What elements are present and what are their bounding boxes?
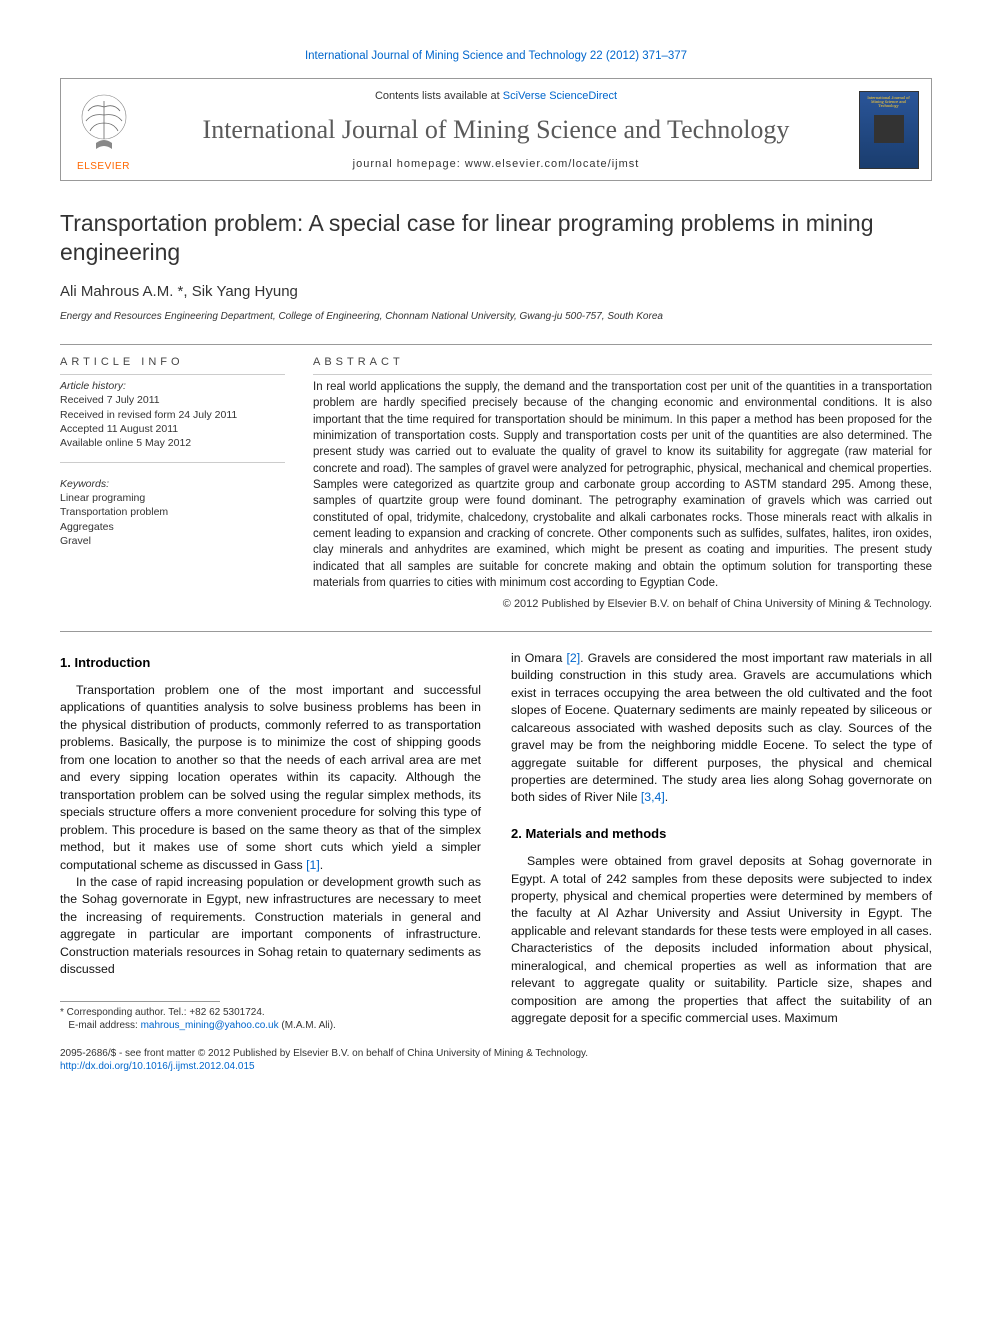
abstract-text: In real world applications the supply, t…: [313, 379, 932, 591]
contents-available-line: Contents lists available at SciVerse Sci…: [154, 89, 838, 104]
article-history-block: Article history: Received 7 July 2011 Re…: [60, 379, 285, 548]
history-label: Article history:: [60, 380, 126, 392]
corresponding-author-footnote: * Corresponding author. Tel.: +82 62 530…: [60, 1006, 481, 1033]
affiliation-line: Energy and Resources Engineering Departm…: [60, 310, 932, 324]
paragraph-text: In the case of rapid increasing populati…: [60, 874, 481, 979]
reference-link[interactable]: [1]: [306, 858, 320, 872]
keyword: Aggregates: [60, 521, 114, 533]
divider: [60, 374, 285, 375]
paragraph-text: .: [320, 858, 323, 872]
keywords-label: Keywords:: [60, 477, 285, 491]
online-date: Available online 5 May 2012: [60, 437, 191, 449]
corresponding-email-link[interactable]: mahrous_mining@yahoo.co.uk: [141, 1020, 279, 1031]
divider: [60, 344, 932, 345]
divider: [60, 462, 285, 463]
corresponding-line: * Corresponding author. Tel.: +82 62 530…: [60, 1007, 265, 1018]
sciencedirect-link[interactable]: SciVerse ScienceDirect: [503, 90, 617, 102]
journal-citation-link[interactable]: International Journal of Mining Science …: [60, 48, 932, 64]
article-info-column: ARTICLE INFO Article history: Received 7…: [60, 355, 285, 613]
journal-header-box: ELSEVIER Contents lists available at Sci…: [60, 78, 932, 181]
body-paragraph: Samples were obtained from gravel deposi…: [511, 853, 932, 1028]
email-label: E-mail address:: [68, 1020, 140, 1031]
body-paragraph: in Omara [2]. Gravels are considered the…: [511, 650, 932, 807]
doi-link[interactable]: http://dx.doi.org/10.1016/j.ijmst.2012.0…: [60, 1061, 255, 1072]
copyright-line: © 2012 Published by Elsevier B.V. on beh…: [313, 597, 932, 612]
divider: [60, 631, 932, 632]
body-paragraph: Transportation problem one of the most i…: [60, 682, 481, 979]
elsevier-label: ELSEVIER: [77, 160, 130, 174]
authors-line: Ali Mahrous A.M. *, Sik Yang Hyung: [60, 281, 932, 302]
cover-image-placeholder: [874, 115, 904, 143]
journal-name: International Journal of Mining Science …: [154, 112, 838, 148]
divider: [313, 374, 932, 375]
revised-date: Received in revised form 24 July 2011: [60, 409, 237, 421]
keyword: Linear programing: [60, 492, 145, 504]
section-heading: 1. Introduction: [60, 654, 481, 672]
journal-cover-thumbnail: International Journal of Mining Science …: [859, 91, 919, 169]
cover-title-text: International Journal of Mining Science …: [862, 96, 916, 109]
body-two-column: 1. Introduction Transportation problem o…: [60, 650, 932, 1033]
abstract-column: ABSTRACT In real world applications the …: [313, 355, 932, 613]
right-column: in Omara [2]. Gravels are considered the…: [511, 650, 932, 1033]
homepage-url[interactable]: www.elsevier.com/locate/ijmst: [465, 158, 640, 170]
paragraph-text: .: [665, 790, 668, 804]
keyword: Gravel: [60, 535, 91, 547]
reference-link[interactable]: [3,4]: [641, 790, 665, 804]
journal-homepage-line: journal homepage: www.elsevier.com/locat…: [154, 157, 838, 172]
reference-link[interactable]: [2]: [566, 651, 580, 665]
paragraph-text: in Omara: [511, 651, 566, 665]
accepted-date: Accepted 11 August 2011: [60, 423, 178, 435]
front-matter-line: 2095-2686/$ - see front matter © 2012 Pu…: [60, 1048, 588, 1059]
abstract-label: ABSTRACT: [313, 355, 932, 370]
section-heading: 2. Materials and methods: [511, 825, 932, 843]
info-abstract-row: ARTICLE INFO Article history: Received 7…: [60, 355, 932, 613]
paragraph-text: Samples were obtained from gravel deposi…: [511, 853, 932, 1028]
keyword: Transportation problem: [60, 506, 168, 518]
publisher-logo-block: ELSEVIER: [61, 79, 146, 180]
elsevier-tree-icon: [74, 93, 134, 158]
page-footer: 2095-2686/$ - see front matter © 2012 Pu…: [60, 1047, 932, 1074]
received-date: Received 7 July 2011: [60, 394, 160, 406]
paragraph-text: Transportation problem one of the most i…: [60, 683, 481, 872]
journal-cover-block: International Journal of Mining Science …: [846, 79, 931, 180]
email-suffix: (M.A.M. Ali).: [279, 1020, 336, 1031]
header-center: Contents lists available at SciVerse Sci…: [146, 79, 846, 180]
homepage-prefix: journal homepage:: [353, 158, 465, 170]
article-info-label: ARTICLE INFO: [60, 355, 285, 370]
left-column: 1. Introduction Transportation problem o…: [60, 650, 481, 1033]
article-title: Transportation problem: A special case f…: [60, 209, 932, 267]
paragraph-text: . Gravels are considered the most import…: [511, 651, 932, 805]
contents-prefix: Contents lists available at: [375, 90, 503, 102]
footnote-divider: [60, 1001, 220, 1002]
